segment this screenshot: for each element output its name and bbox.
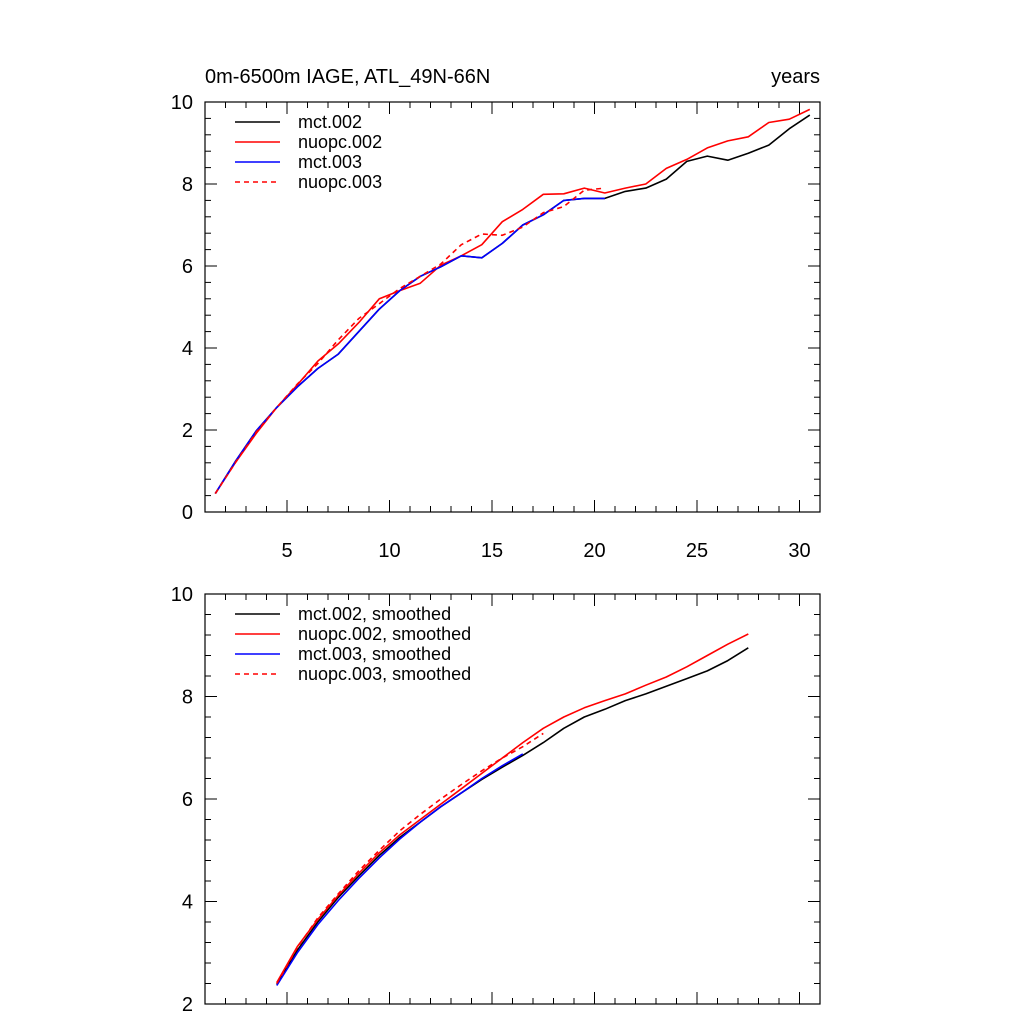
series-layer-top xyxy=(214,108,811,495)
x-tick-label: 20 xyxy=(583,540,605,562)
y-tick-label: 10 xyxy=(171,584,193,606)
series-line-mct-002-smoothed xyxy=(276,647,749,985)
series-line-nuopc-003 xyxy=(214,187,605,495)
tick-labels-top: 0 2 4 6 8 10 5 10 15 20 25 30 xyxy=(171,92,811,562)
y-tick-label: 0 xyxy=(182,502,193,524)
legend-label: nuopc.003, smoothed xyxy=(298,664,471,684)
axis-ticks-bottom xyxy=(204,593,821,1005)
x-tick-label: 30 xyxy=(788,540,810,562)
x-tick-label: 10 xyxy=(378,540,400,562)
y-tick-label: 8 xyxy=(182,174,193,196)
axis-ticks-top xyxy=(204,101,821,513)
chart-title: 0m-6500m IAGE, ATL_49N-66N xyxy=(205,66,490,88)
series-layer-bottom xyxy=(276,633,749,986)
y-tick-label: 10 xyxy=(171,92,193,114)
x-tick-label: 25 xyxy=(686,540,708,562)
legend-label: mct.003 xyxy=(298,152,362,172)
legend-label: mct.002, smoothed xyxy=(298,604,451,624)
y-tick-label: 4 xyxy=(182,338,193,360)
series-line-nuopc-002 xyxy=(214,108,811,495)
legend-label: mct.003, smoothed xyxy=(298,644,451,664)
legend-label: nuopc.003 xyxy=(298,172,382,192)
y-tick-label: 4 xyxy=(182,892,193,914)
legend-label: nuopc.002, smoothed xyxy=(298,624,471,644)
series-line-mct-003-smoothed xyxy=(276,753,524,986)
tick-labels-bottom: 2 4 6 8 10 xyxy=(171,584,193,1016)
panel-top: 0m-6500m IAGE, ATL_49N-66N years 0 2 4 6 8 10… xyxy=(171,66,821,562)
series-line-nuopc-002-smoothed xyxy=(276,633,749,983)
y-tick-label: 2 xyxy=(182,994,193,1016)
legend-label: mct.002 xyxy=(298,112,362,132)
legend-label: nuopc.002 xyxy=(298,132,382,152)
chart-units: years xyxy=(771,66,820,88)
y-tick-label: 2 xyxy=(182,420,193,442)
series-line-mct-003 xyxy=(214,197,605,495)
y-tick-label: 6 xyxy=(182,789,193,811)
x-tick-label: 15 xyxy=(481,540,503,562)
series-line-nuopc-003-smoothed xyxy=(276,732,544,984)
x-tick-label: 5 xyxy=(281,540,292,562)
y-tick-label: 8 xyxy=(182,687,193,709)
y-tick-label: 6 xyxy=(182,256,193,278)
